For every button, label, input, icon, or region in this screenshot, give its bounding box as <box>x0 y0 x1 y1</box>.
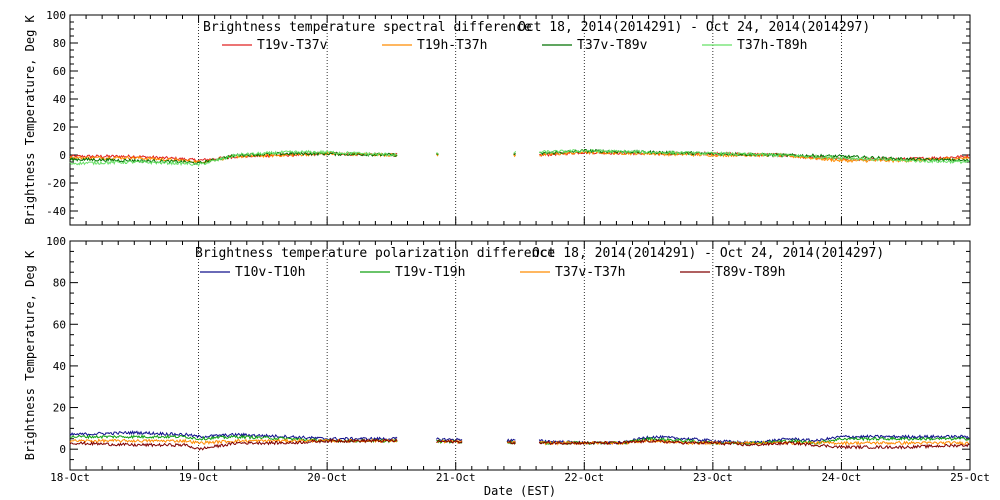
x-tick-label: 22-Oct <box>564 471 604 484</box>
x-axis-label: Date (EST) <box>484 484 556 498</box>
series-line <box>69 438 970 446</box>
x-tick-label: 18-Oct <box>50 471 90 484</box>
series-line <box>69 149 970 167</box>
series-segment <box>69 438 398 451</box>
x-tick-label: 19-Oct <box>179 471 219 484</box>
chart-title: Brightness temperature spectral differen… <box>203 20 532 35</box>
series-segment <box>506 438 516 442</box>
series-line <box>69 429 970 446</box>
y-tick-label: 60 <box>53 65 66 78</box>
legend-entry: T89v-T89h <box>715 265 785 280</box>
legend-entry: T19h-T37h <box>417 38 487 53</box>
y-tick-label: 80 <box>53 277 66 290</box>
y-tick-label: 100 <box>46 9 66 22</box>
x-tick-label: 21-Oct <box>436 471 476 484</box>
series-line <box>69 438 970 451</box>
chart-date-range: Oct 18, 2014(2014291) - Oct 24, 2014(201… <box>518 20 870 35</box>
x-tick-label: 25-Oct <box>950 471 990 484</box>
y-tick-label: 40 <box>53 360 66 373</box>
x-tick-label: 20-Oct <box>307 471 347 484</box>
legend-entry: T10v-T10h <box>235 265 305 280</box>
polarization-difference-panel: 0 20 40 60 80 100 18-Oct 19-Oct 20-Oct 21-Oct 22-O… <box>23 235 990 484</box>
legend-entry: T37h-T89h <box>737 38 807 53</box>
y-axis-label: Brightness Temperature, Deg K <box>23 14 37 224</box>
legend-entry: T37v-T37h <box>555 265 625 280</box>
series-segment <box>513 154 516 158</box>
spectral-difference-panel: -40 -20 0 20 40 60 80 100 Brightness Temperature… <box>23 9 971 226</box>
legend-entry: T19v-T19h <box>395 265 465 280</box>
series-segment <box>506 440 516 445</box>
series-segment <box>513 153 516 156</box>
series-segment <box>539 436 970 446</box>
series-segment <box>436 152 439 156</box>
series-segment <box>436 437 463 442</box>
series-line <box>69 148 970 165</box>
y-axis-label: Brightness Temperature, Deg K <box>23 250 37 460</box>
series-segment <box>69 429 398 442</box>
series-segment <box>538 149 970 165</box>
y-tick-label: 20 <box>53 121 66 134</box>
x-tick-label: 24-Oct <box>822 471 862 484</box>
y-tick-label: 80 <box>53 37 66 50</box>
y-tick-label: 20 <box>53 402 66 415</box>
x-tick-label: 23-Oct <box>693 471 733 484</box>
chart-title: Brightness temperature polarization diff… <box>195 246 555 261</box>
y-tick-label: 100 <box>46 235 66 248</box>
y-tick-label: -20 <box>46 177 66 190</box>
series-segment <box>513 150 517 154</box>
y-tick-label: 60 <box>53 318 66 331</box>
series-segment <box>436 439 463 444</box>
legend-entry: T37v-T89v <box>577 38 648 53</box>
chart-date-range: Oct 18, 2014(2014291) - Oct 24, 2014(201… <box>532 246 884 261</box>
y-tick-label: 0 <box>59 149 66 162</box>
y-tick-label: 0 <box>59 443 66 456</box>
y-tick-label: -40 <box>46 205 66 218</box>
series-segment <box>538 438 970 450</box>
legend-entry: T19v-T37v <box>257 38 328 53</box>
series-segment <box>506 440 516 445</box>
plot-frame <box>69 240 971 471</box>
y-tick-label: 40 <box>53 93 66 106</box>
series-segment <box>69 149 398 167</box>
plot-frame <box>69 14 971 226</box>
